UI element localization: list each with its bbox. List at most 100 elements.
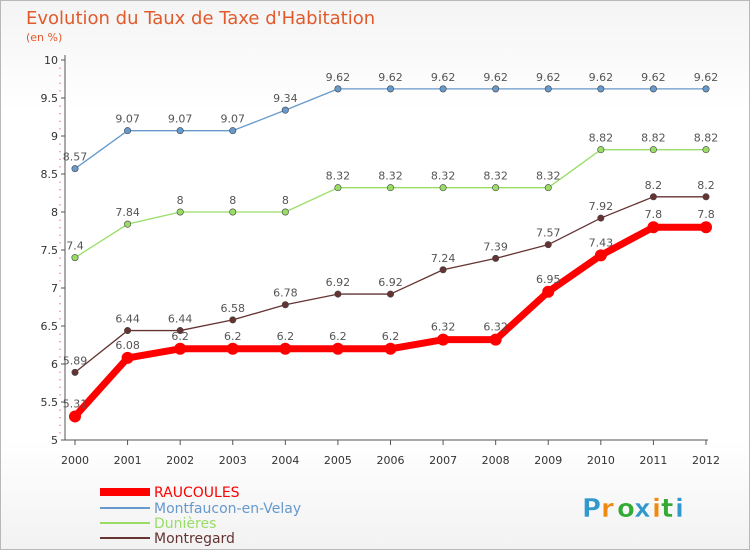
data-label: 6.44 [115,313,140,326]
y-tick-label: 6 [51,358,58,371]
data-point [124,327,132,335]
data-label: 8 [282,194,289,207]
data-label: 8.2 [697,179,715,192]
data-point [176,208,184,216]
data-label: 6.2 [382,330,400,343]
logo-letter: i [675,494,684,524]
y-tick-label: 7 [51,282,58,295]
data-label: 9.07 [221,113,246,126]
y-tick-label: 10 [44,54,58,67]
data-point [597,214,605,222]
x-tick-label: 2002 [166,454,194,467]
data-point [597,146,605,154]
legend: RAUCOULESMontfaucon-en-VelayDunièresMont… [100,485,301,547]
x-tick-label: 2010 [587,454,615,467]
data-label: 7.8 [645,208,663,221]
data-point [437,333,450,346]
data-label: 9.34 [273,92,298,105]
x-tick-label: 2005 [324,454,352,467]
data-point [281,106,289,114]
data-label: 9.62 [483,71,508,84]
data-point [71,254,79,262]
data-point [702,146,710,154]
data-label: 6.78 [273,287,298,300]
data-label: 8.2 [645,179,663,192]
data-point [226,342,239,355]
data-label: 6.32 [431,321,456,334]
data-label: 7.92 [589,200,614,213]
data-label: 8.32 [378,170,403,183]
data-point [492,184,500,192]
data-point [439,85,447,93]
data-point [69,410,81,423]
x-tick-label: 2012 [692,454,720,467]
data-point [542,285,555,298]
series-0: 5.31 6.08 6.2 6.2 6.2 6.2 6.2 6.32 6.32 6.95 7.43 7… [63,208,715,423]
data-point [331,342,344,355]
logo-letter: x [634,494,651,524]
data-point [176,127,184,135]
y-tick-label: 9 [51,130,58,143]
x-tick-label: 2009 [534,454,562,467]
data-label: 9.62 [326,71,351,84]
data-point [544,85,552,93]
data-point [702,85,710,93]
y-tick-label: 5.5 [41,396,59,409]
data-point [492,254,500,262]
data-label: 8.32 [326,170,351,183]
x-tick-label: 2007 [429,454,457,467]
data-label: 8.32 [431,170,456,183]
logo-letter: i [652,494,661,524]
data-label: 8.57 [63,151,88,164]
data-label: 6.92 [326,276,351,289]
data-label: 5.31 [63,397,88,410]
data-point [439,184,447,192]
axes: 5 5.5 6 6.5 7 7.5 8 8.5 9 9.5 10 2000 2001 2002 2003 20… [41,54,721,467]
logo-letter: t [661,494,673,524]
y-tick-label: 8 [51,206,58,219]
data-point [544,184,552,192]
y-tick-label: 8.5 [41,168,59,181]
data-label: 8.32 [483,170,508,183]
data-label: 8.82 [589,132,614,145]
y-tick-label: 6.5 [41,320,59,333]
data-label: 6.95 [536,273,561,286]
data-label: 6.2 [224,330,242,343]
x-tick-label: 2004 [271,454,299,467]
data-point [279,342,292,355]
data-point [489,333,502,346]
data-point [71,165,79,173]
data-point [229,127,237,135]
data-point [386,184,394,192]
data-point [492,85,500,93]
x-tick-label: 2000 [61,454,89,467]
data-label: 9.62 [536,71,561,84]
data-label: 7.39 [483,240,508,253]
data-point [597,85,605,93]
data-point [439,266,447,274]
chart-subtitle: (en %) [26,31,62,44]
data-label: 8 [229,194,236,207]
data-label: 7.24 [431,252,456,265]
data-point [649,85,657,93]
data-label: 7.43 [589,236,614,249]
data-label: 9.62 [378,71,403,84]
x-tick-label: 2011 [639,454,667,467]
data-point [229,316,237,324]
data-label: 9.62 [589,71,614,84]
data-label: 6.2 [171,330,189,343]
series-line [74,88,707,170]
data-label: 6.2 [277,330,295,343]
data-label: 9.07 [115,113,140,126]
x-tick-label: 2006 [377,454,405,467]
data-label: 8.32 [536,170,561,183]
series-2: 7.4 7.84 8 8 8 8.32 8.32 8.32 8.32 8.32 8.82 8.82 8.… [66,132,718,262]
data-point [649,193,657,201]
data-label: 8.82 [641,132,666,145]
data-point [702,193,710,201]
series-3: 5.89 6.44 6.44 6.58 6.78 6.92 6.92 7.24 7.39 7.57… [63,179,715,376]
y-tick-label: 9.5 [41,92,59,105]
data-label: 7.84 [115,206,140,219]
